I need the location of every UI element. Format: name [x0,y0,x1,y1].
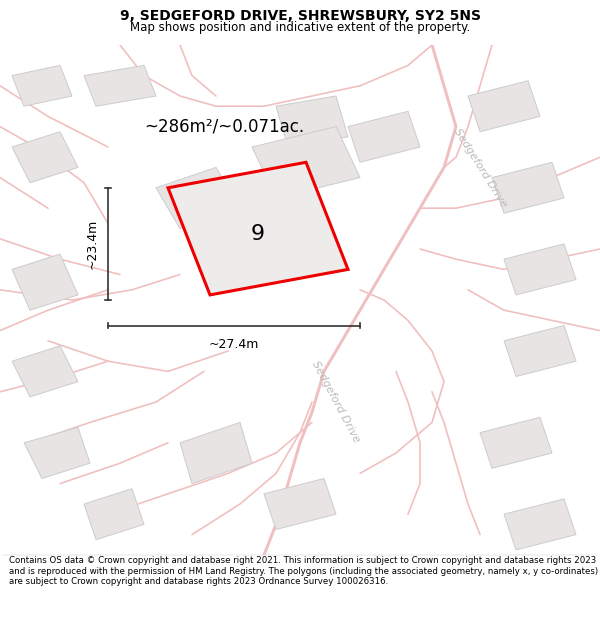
Polygon shape [504,499,576,550]
Text: Sedgeford Drive: Sedgeford Drive [452,126,508,209]
Polygon shape [84,489,144,540]
Polygon shape [12,346,78,397]
Polygon shape [180,422,252,484]
Polygon shape [348,111,420,162]
Polygon shape [492,162,564,213]
Text: ~23.4m: ~23.4m [86,219,99,269]
Polygon shape [504,244,576,295]
Polygon shape [168,162,348,295]
Polygon shape [468,81,540,132]
Polygon shape [12,132,78,182]
Text: Contains OS data © Crown copyright and database right 2021. This information is : Contains OS data © Crown copyright and d… [9,556,598,586]
Text: 9, SEDGEFORD DRIVE, SHREWSBURY, SY2 5NS: 9, SEDGEFORD DRIVE, SHREWSBURY, SY2 5NS [119,9,481,23]
Polygon shape [156,168,240,229]
Polygon shape [24,428,90,479]
Polygon shape [480,418,552,468]
Text: Map shows position and indicative extent of the property.: Map shows position and indicative extent… [130,21,470,34]
Text: 9: 9 [251,224,265,244]
Polygon shape [264,479,336,529]
Polygon shape [252,127,360,198]
Text: ~286m²/~0.071ac.: ~286m²/~0.071ac. [144,118,304,136]
Polygon shape [504,326,576,376]
Polygon shape [84,66,156,106]
Polygon shape [276,96,348,147]
Text: Sedgeford Drive: Sedgeford Drive [310,359,362,444]
Polygon shape [12,254,78,310]
Polygon shape [12,66,72,106]
Text: ~27.4m: ~27.4m [209,338,259,351]
